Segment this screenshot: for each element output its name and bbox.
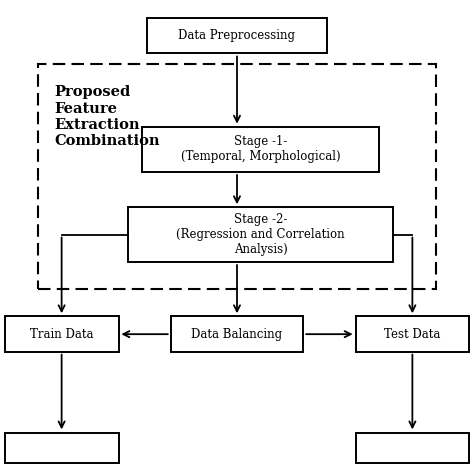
Bar bbox=[356, 317, 469, 352]
Text: Data Preprocessing: Data Preprocessing bbox=[179, 29, 295, 42]
Bar bbox=[142, 127, 379, 172]
Bar bbox=[38, 64, 436, 289]
Bar bbox=[5, 432, 118, 464]
Text: Stage -2-
(Regression and Correlation
Analysis): Stage -2- (Regression and Correlation An… bbox=[176, 213, 345, 256]
Text: Test Data: Test Data bbox=[384, 328, 440, 341]
Bar bbox=[5, 317, 118, 352]
Bar bbox=[128, 208, 393, 262]
Bar bbox=[171, 317, 303, 352]
Text: Stage -1-
(Temporal, Morphological): Stage -1- (Temporal, Morphological) bbox=[181, 135, 340, 164]
Bar bbox=[356, 432, 469, 464]
Text: Data Balancing: Data Balancing bbox=[191, 328, 283, 341]
Text: Proposed
Feature
Extraction
Combination: Proposed Feature Extraction Combination bbox=[55, 85, 160, 148]
Text: Train Data: Train Data bbox=[30, 328, 93, 341]
Bar bbox=[147, 18, 327, 54]
